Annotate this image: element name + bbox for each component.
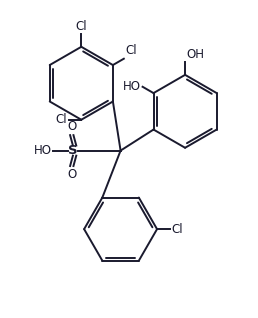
Text: HO: HO	[34, 144, 52, 157]
Text: OH: OH	[187, 48, 205, 61]
Text: O: O	[67, 120, 76, 133]
Text: S: S	[68, 144, 78, 157]
Text: Cl: Cl	[171, 223, 183, 236]
Text: Cl: Cl	[125, 44, 137, 57]
Text: Cl: Cl	[76, 20, 87, 33]
Text: O: O	[67, 168, 76, 181]
Text: HO: HO	[123, 80, 141, 93]
Text: Cl: Cl	[56, 113, 67, 126]
